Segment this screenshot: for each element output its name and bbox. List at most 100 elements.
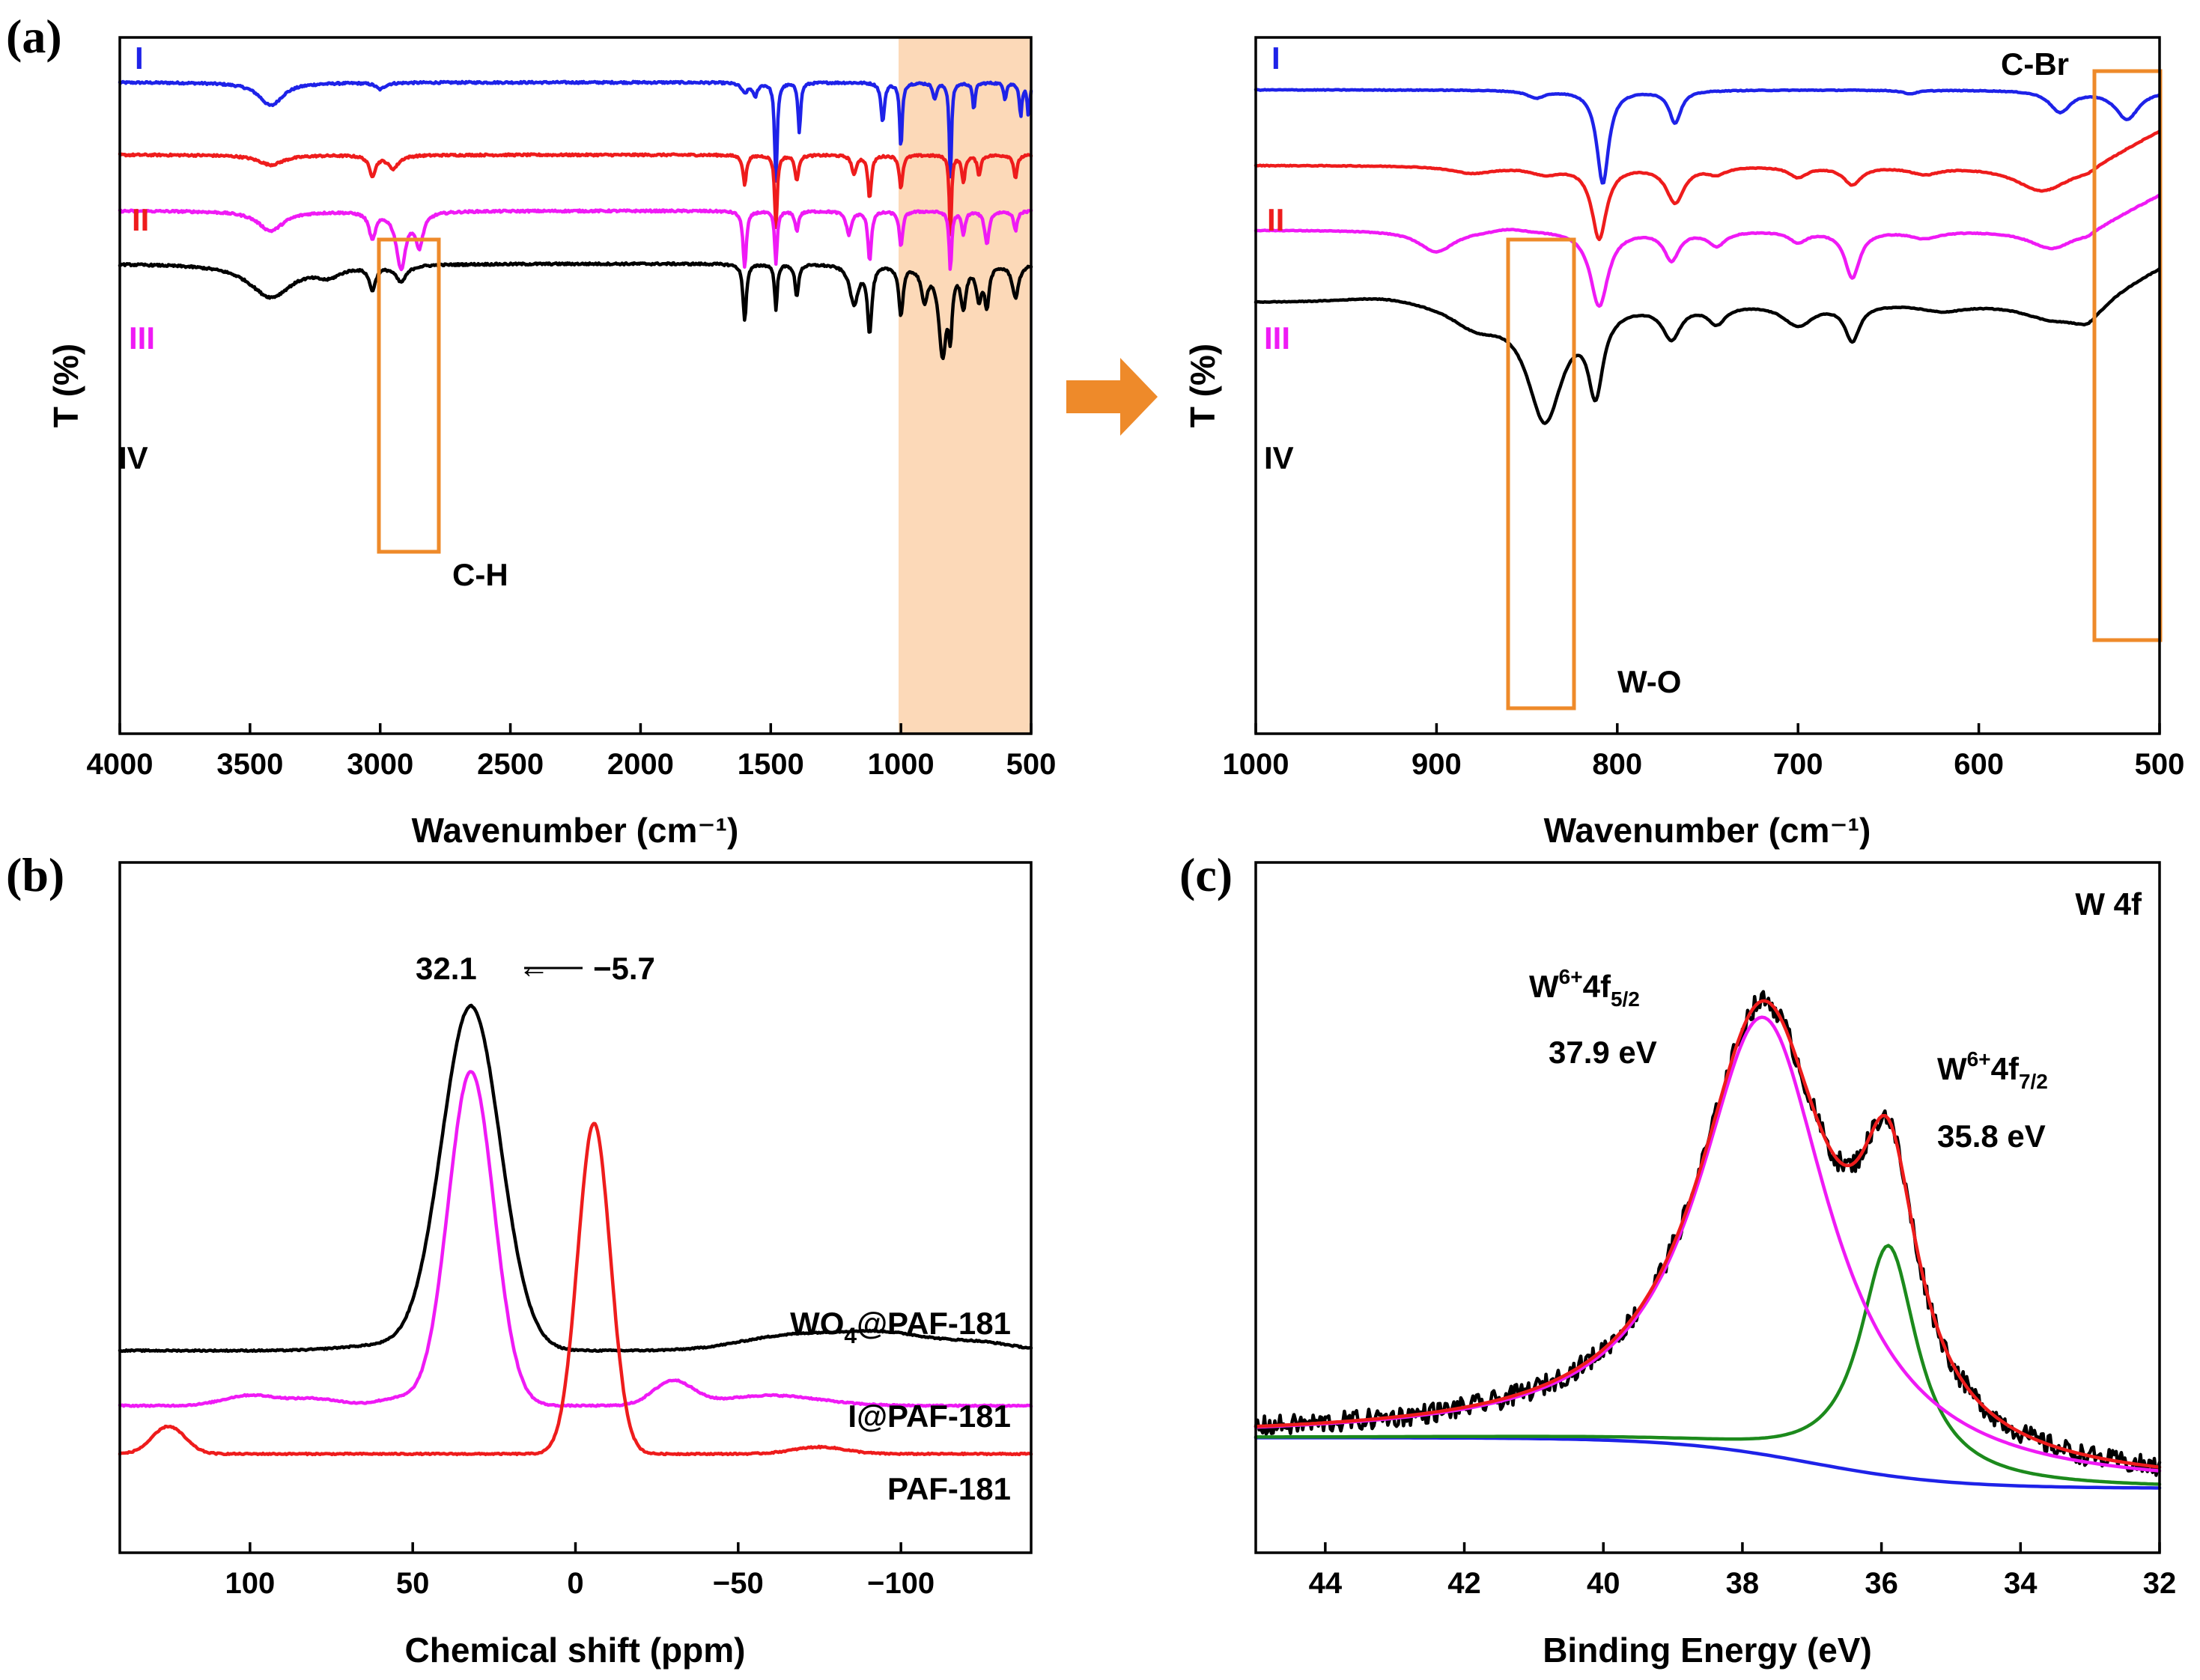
series-line xyxy=(118,1070,1033,1408)
label-superscript: 6+ xyxy=(1559,965,1583,988)
x-tick-label: 700 xyxy=(1773,748,1823,781)
series-label-I: I xyxy=(1271,40,1280,76)
x-tick-label: 500 xyxy=(1006,748,1057,781)
panel-a-right: W-O C-Br I II III IV 1000 900 800 700 600 500… xyxy=(1183,36,2185,850)
right-arrow-icon xyxy=(1066,358,1158,436)
x-tick-label: 900 xyxy=(1412,748,1462,781)
x-tick-label: 36 xyxy=(1865,1567,1898,1600)
series-line-II xyxy=(1254,130,2162,242)
panel-c: (c) W 4f W6+4f5/2 37.9 eV W6+4f7/2 35.8 … xyxy=(1179,848,2176,1670)
x-tick-label: 44 xyxy=(1309,1567,1343,1600)
series-label-IV: IV xyxy=(1264,440,1294,475)
x-tick-label: 50 xyxy=(396,1567,430,1600)
panel-a-left: (a) C-H I II III IV 4000 3500 3000 2500 2000… xyxy=(6,10,1056,850)
shift-to-value: −5.7 xyxy=(593,951,655,986)
x-axis-title: Wavenumber (cm⁻¹) xyxy=(1544,811,1871,850)
w-o-highlight-box xyxy=(1506,237,1576,710)
series-label-i-paf-181: I@PAF-181 xyxy=(848,1399,1011,1434)
plot-frame xyxy=(118,861,1033,1554)
x-tick-label: 4000 xyxy=(87,748,154,781)
peak-label-4f52: W6+4f5/2 xyxy=(1529,965,1640,1011)
series-line-IV xyxy=(118,261,1033,361)
x-tick-label: 800 xyxy=(1592,748,1642,781)
x-tick-label: 34 xyxy=(2004,1567,2038,1600)
y-axis-title: T (%) xyxy=(1183,344,1222,427)
c-br-highlight-box xyxy=(2092,69,2163,642)
x-tick-label: −100 xyxy=(867,1567,935,1600)
series-line-IV xyxy=(1254,267,2162,425)
label-subscript: 5/2 xyxy=(1611,987,1640,1011)
label-subscript: 7/2 xyxy=(2019,1070,2048,1093)
panel-label-c: (c) xyxy=(1179,848,1233,901)
x-tick-label: 600 xyxy=(1954,748,2004,781)
series-group xyxy=(118,967,1033,1457)
label-rest: 4f xyxy=(1583,969,1611,1004)
x-tick-label: 2000 xyxy=(607,748,674,781)
x-tick-label: 40 xyxy=(1587,1567,1620,1600)
series-label-paf-181: PAF-181 xyxy=(887,1471,1011,1506)
c-h-highlight-box xyxy=(377,237,441,554)
x-tick-label: 2500 xyxy=(477,748,544,781)
plot-frame xyxy=(1254,861,2161,1554)
label-main: W xyxy=(1937,1051,1967,1086)
x-tick-label: 3500 xyxy=(216,748,283,781)
x-axis-ticks: 100 50 0 −50 −100 xyxy=(225,1542,935,1600)
chart-title: W 4f xyxy=(2075,886,2142,922)
series-label-wo4-paf-181: WO4@PAF-181 xyxy=(790,1306,1011,1348)
series-label-II: II xyxy=(1267,202,1284,237)
c-br-label: C-Br xyxy=(2001,46,2069,82)
x-axis-title: Chemical shift (ppm) xyxy=(405,1631,746,1670)
series-label-IV: IV xyxy=(118,440,148,475)
x-axis-ticks: 4000 3500 3000 2500 2000 1500 1000 500 xyxy=(87,723,1057,781)
x-tick-label: 1000 xyxy=(868,748,935,781)
series-line xyxy=(118,1121,1033,1457)
series-line-III xyxy=(1254,193,2162,308)
raw-spectrum-line xyxy=(1254,990,2162,1477)
x-tick-label: 1000 xyxy=(1223,748,1289,781)
series-label-III: III xyxy=(1264,320,1290,356)
peak-energy-4f72: 35.8 eV xyxy=(1937,1119,2046,1154)
label-main: WO xyxy=(790,1306,844,1341)
series-line-III xyxy=(118,208,1033,272)
x-tick-label: −50 xyxy=(713,1567,764,1600)
series-line-I xyxy=(118,79,1033,183)
label-superscript: 6+ xyxy=(1967,1047,1991,1071)
x-axis-title: Wavenumber (cm⁻¹) xyxy=(412,811,739,850)
x-tick-label: 0 xyxy=(567,1567,583,1600)
x-axis-ticks: 44 42 40 38 36 34 32 xyxy=(1309,1542,2177,1600)
x-axis-title: Binding Energy (eV) xyxy=(1543,1631,1872,1670)
fit-envelope-line xyxy=(1254,999,2162,1469)
label-rest: @PAF-181 xyxy=(857,1306,1011,1341)
x-axis-ticks: 1000 900 800 700 600 500 xyxy=(1223,723,2185,781)
shaded-region xyxy=(899,37,1031,734)
shift-from-value: 32.1 xyxy=(416,951,477,986)
series-label-I: I xyxy=(135,40,144,76)
label-rest: 4f xyxy=(1991,1051,2020,1086)
x-tick-label: 42 xyxy=(1447,1567,1481,1600)
series-line xyxy=(118,1003,1033,1354)
series-group xyxy=(118,79,1033,361)
x-tick-label: 100 xyxy=(225,1567,275,1600)
series-label-III: III xyxy=(129,320,155,356)
plot-frame xyxy=(1254,36,2161,735)
panel-label-b: (b) xyxy=(6,848,64,901)
panel-b: (b) 32.1 ← −5.7 WO4@PAF-181 I@PAF-181 PA… xyxy=(6,848,1033,1670)
series-group xyxy=(1254,88,2162,425)
series-line-II xyxy=(118,152,1033,237)
x-tick-label: 3000 xyxy=(347,748,413,781)
label-main: W xyxy=(1529,969,1559,1004)
series-label-II: II xyxy=(132,202,149,237)
label-subscript: 4 xyxy=(844,1324,857,1348)
y-axis-title: T (%) xyxy=(46,344,85,427)
x-tick-label: 32 xyxy=(2143,1567,2177,1600)
fit-peak-4f72-line xyxy=(1254,1244,2162,1486)
shift-arrow: ← xyxy=(518,949,550,984)
series-group xyxy=(1254,990,2162,1490)
x-tick-label: 500 xyxy=(2135,748,2185,781)
background-line xyxy=(1254,1436,2162,1490)
w-o-label: W-O xyxy=(1617,664,1681,699)
peak-label-4f72: W6+4f7/2 xyxy=(1937,1047,2048,1093)
plot-frame xyxy=(118,36,1033,735)
c-h-label: C-H xyxy=(452,557,508,592)
